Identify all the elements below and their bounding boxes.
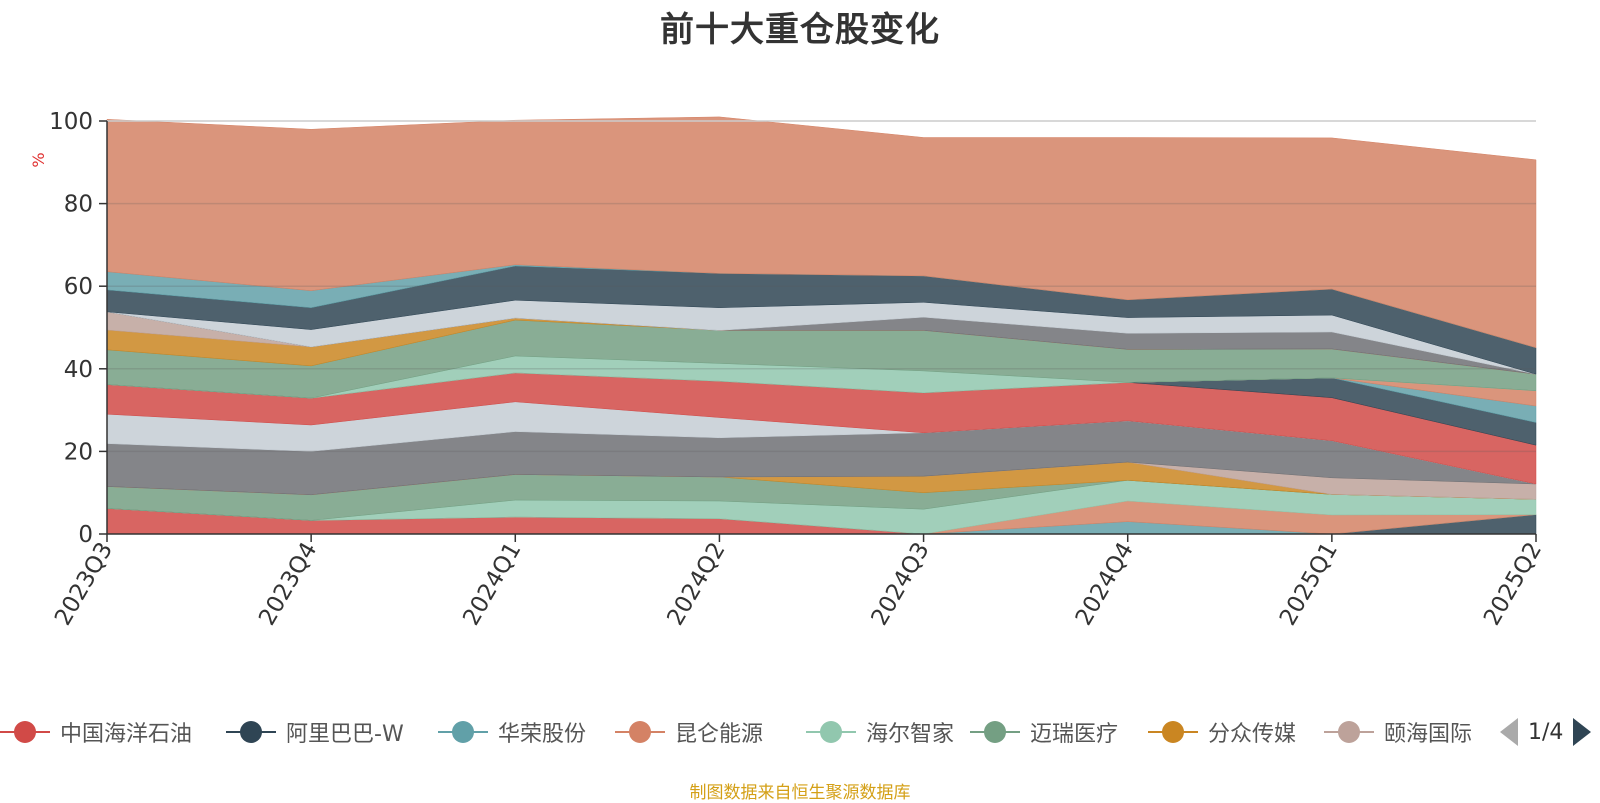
- legend-item-1[interactable]: 阿里巴巴-W: [226, 712, 404, 752]
- legend-label: 分众传媒: [1208, 722, 1297, 747]
- legend-prev-arrow-icon[interactable]: [1500, 718, 1518, 746]
- legend-item-0[interactable]: 中国海洋石油: [0, 712, 192, 752]
- y-tick-label: 20: [64, 439, 93, 465]
- chart-title: 前十大重仓股变化: [660, 10, 940, 50]
- area-layer: [106, 116, 1537, 535]
- legend-marker-icon: [970, 712, 1020, 752]
- x-tick-label: 2023Q4: [254, 538, 322, 630]
- y-tick-label: 80: [64, 192, 93, 218]
- legend-marker-icon: [615, 712, 665, 752]
- y-tick-label: 40: [64, 357, 93, 383]
- legend-item-2[interactable]: 华荣股份: [438, 712, 586, 752]
- x-tick-label: 2023Q3: [50, 538, 118, 630]
- legend-item-6[interactable]: 分众传媒: [1148, 712, 1296, 752]
- legend-marker-icon: [1148, 712, 1198, 752]
- y-tick-label: 0: [78, 522, 93, 548]
- legend-marker-icon: [438, 712, 488, 752]
- legend: 中国海洋石油 阿里巴巴-W 华荣股份 昆仑能源 海尔智家 迈瑞医疗 分众传媒 颐海国际 1/4: [0, 712, 1600, 752]
- x-tick-label: 2024Q2: [662, 538, 730, 630]
- legend-page-indicator: 1/4: [1528, 719, 1564, 745]
- legend-label: 阿里巴巴-W: [286, 722, 404, 747]
- x-tick-label: 2024Q1: [458, 538, 526, 630]
- legend-marker-icon: [806, 712, 856, 752]
- x-tick-label: 2025Q2: [1479, 538, 1547, 630]
- grid-layer: [107, 120, 1536, 453]
- legend-item-3[interactable]: 昆仑能源: [615, 712, 763, 752]
- legend-label: 迈瑞医疗: [1030, 722, 1119, 747]
- legend-label: 华荣股份: [498, 722, 587, 747]
- x-tick-label: 2024Q3: [867, 538, 935, 630]
- legend-item-7[interactable]: 颐海国际: [1324, 712, 1472, 752]
- legend-marker-icon: [0, 712, 50, 752]
- data-source-note: 制图数据来自恒生聚源数据库: [689, 783, 911, 803]
- legend-pager: 1/4: [1500, 712, 1592, 752]
- y-tick-label: 60: [64, 274, 93, 300]
- legend-label: 昆仑能源: [675, 722, 764, 747]
- legend-next-arrow-icon[interactable]: [1573, 718, 1592, 746]
- y-tick-label: 100: [49, 109, 93, 135]
- x-tick-label: 2024Q4: [1071, 538, 1139, 630]
- area-series-22: [106, 116, 1537, 349]
- legend-item-5[interactable]: 迈瑞医疗: [970, 712, 1118, 752]
- stacked-area-chart: 0 20 40 60 80 100% 2023Q3 2023Q4 2024Q1 2024Q2 202…: [29, 109, 1547, 630]
- legend-marker-icon: [1324, 712, 1374, 752]
- legend-label: 海尔智家: [866, 722, 955, 747]
- y-axis-label: %: [29, 152, 48, 167]
- x-tick-label: 2025Q1: [1275, 538, 1343, 630]
- legend-label: 中国海洋石油: [60, 722, 193, 747]
- legend-label: 颐海国际: [1384, 722, 1473, 747]
- legend-marker-icon: [226, 712, 276, 752]
- legend-item-4[interactable]: 海尔智家: [806, 712, 954, 752]
